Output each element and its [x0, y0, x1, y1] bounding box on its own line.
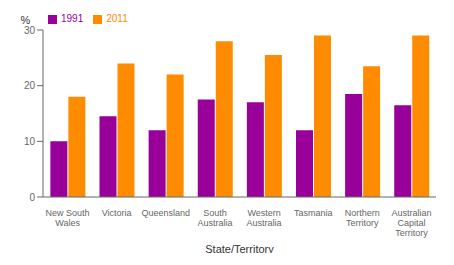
- svg-text:WesternAustralia: WesternAustralia: [247, 208, 282, 228]
- svg-text:New SouthWales: New SouthWales: [46, 208, 90, 228]
- svg-text:%: %: [21, 14, 31, 26]
- svg-text:30: 30: [24, 25, 36, 36]
- svg-text:Queensland: Queensland: [142, 208, 191, 218]
- svg-text:Tasmania: Tasmania: [294, 208, 333, 218]
- svg-text:0: 0: [29, 192, 35, 203]
- svg-text:State/Territory: State/Territory: [205, 243, 274, 253]
- html-text:2011: 2011: [106, 13, 128, 24]
- svg-text:SouthAustralia: SouthAustralia: [197, 208, 232, 228]
- svg-text:Victoria: Victoria: [102, 208, 132, 218]
- svg-text:AustralianCapitalTerritory: AustralianCapitalTerritory: [391, 208, 431, 238]
- svg-text:NorthernTerritory: NorthernTerritory: [345, 208, 380, 228]
- svg-text:20: 20: [24, 80, 36, 91]
- svg-text:10: 10: [24, 136, 36, 147]
- html-text:1991: 1991: [61, 13, 84, 24]
